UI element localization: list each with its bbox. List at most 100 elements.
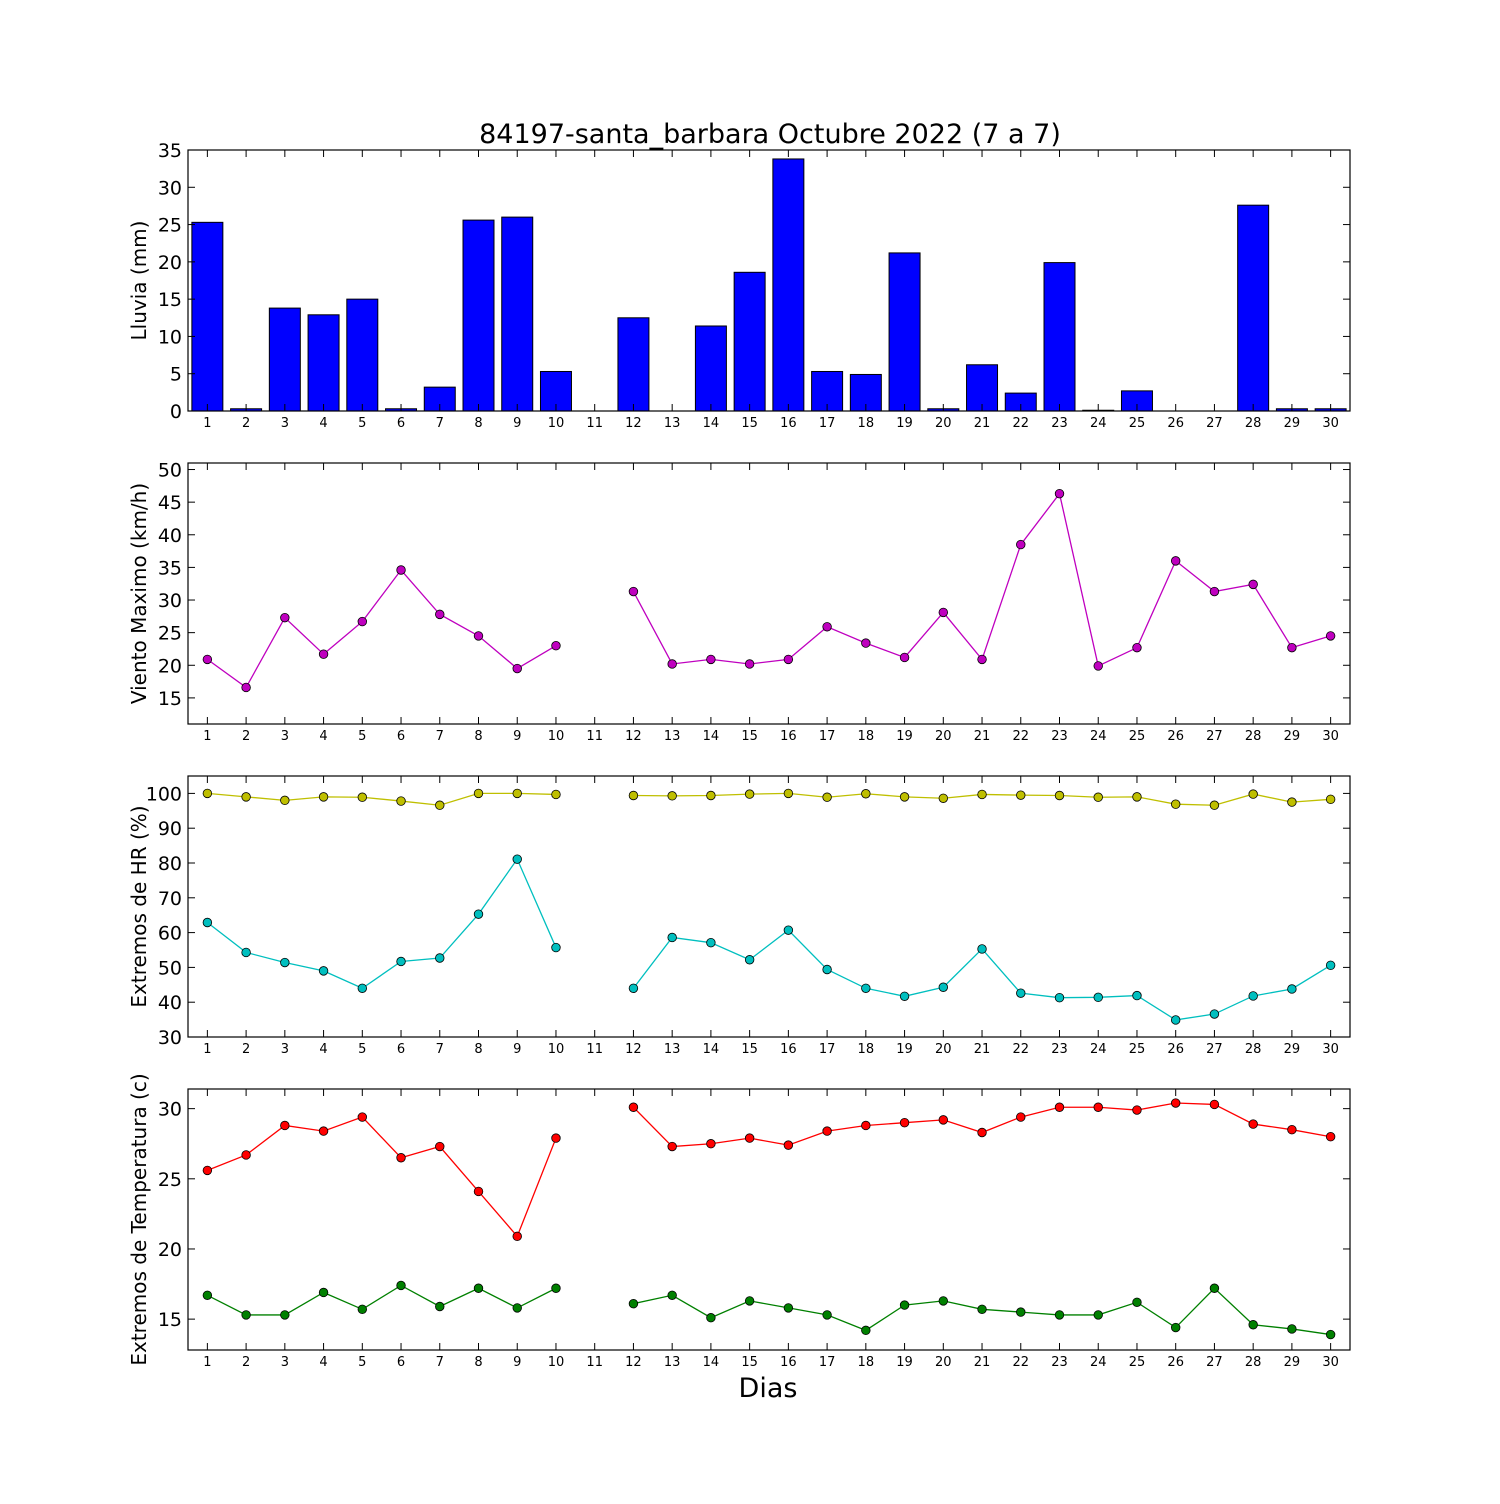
y-axis-label: Lluvia (mm) (127, 221, 151, 341)
point-day-5 (357, 1112, 368, 1122)
point-day-26 (1170, 556, 1181, 566)
y-tick-label: 20 (158, 252, 182, 274)
point-day-6 (396, 796, 406, 806)
x-tick-label: 11 (586, 1355, 603, 1370)
x-tick-label: 4 (319, 1042, 327, 1057)
point-day-20 (938, 1296, 949, 1306)
x-tick-label: 20 (935, 729, 952, 744)
point-day-14 (706, 790, 716, 801)
x-tick-label: 7 (436, 729, 444, 744)
x-tick-label: 5 (358, 729, 366, 744)
plot-frame (187, 775, 1351, 1038)
x-tick-label: 6 (397, 729, 405, 744)
x-tick-label: 11 (586, 416, 603, 431)
point-day-26 (1170, 1098, 1181, 1108)
x-tick-label: 17 (819, 1355, 836, 1370)
bar-day-12 (617, 317, 650, 412)
x-tick-label: 3 (281, 1042, 289, 1057)
point-day-13 (667, 932, 677, 943)
point-day-4 (318, 649, 329, 659)
point-day-10 (551, 641, 561, 651)
point-day-30 (1325, 1132, 1336, 1142)
bar-day-19 (888, 252, 921, 412)
point-day-7 (435, 800, 445, 810)
x-tick-label: 28 (1245, 416, 1262, 431)
x-tick-label: 16 (780, 729, 797, 744)
x-tick-label: 17 (819, 1042, 836, 1057)
point-day-5 (357, 1304, 368, 1315)
y-tick-label: 30 (158, 1027, 182, 1049)
x-tick-label: 15 (741, 1042, 758, 1057)
y-tick-label: 0 (170, 401, 182, 423)
point-day-7 (435, 953, 445, 963)
x-tick-label: 8 (474, 729, 482, 744)
point-day-3 (280, 1310, 290, 1320)
x-tick-label: 24 (1090, 1355, 1107, 1370)
panel-3-series-2 (202, 854, 1336, 1025)
point-day-20 (938, 607, 949, 618)
panel-3: 1 2 3 4 5 6 7 8 9 10 11 12 13 14 15 16 17 18 19 20 21 22 23 24 2… (127, 775, 1351, 1057)
panel-2-series-1 (202, 488, 1336, 693)
bar-day-15 (733, 271, 766, 412)
point-day-22 (1016, 1112, 1026, 1122)
point-day-18 (861, 789, 871, 799)
point-day-16 (783, 788, 794, 799)
x-tick-label: 22 (1012, 1042, 1029, 1057)
point-day-10 (551, 942, 561, 953)
point-day-8 (473, 788, 484, 799)
point-day-18 (861, 1325, 871, 1336)
x-tick-label: 2 (242, 729, 250, 744)
point-day-22 (1016, 790, 1026, 800)
x-tick-label: 15 (741, 729, 758, 744)
x-tick-label: 14 (703, 1355, 720, 1370)
point-day-21 (977, 654, 987, 665)
x-tick-label: 19 (896, 729, 913, 744)
series-line (207, 1284, 557, 1316)
point-day-7 (435, 1141, 445, 1152)
point-day-24 (1093, 1310, 1103, 1320)
x-tick-label: 17 (819, 729, 836, 744)
point-day-21 (977, 944, 987, 954)
x-tick-label: 24 (1090, 1042, 1107, 1057)
point-day-24 (1093, 1102, 1103, 1112)
point-day-4 (318, 792, 329, 802)
y-tick-label: 20 (158, 655, 182, 677)
point-day-17 (822, 1310, 832, 1320)
y-tick-label: 10 (158, 326, 182, 348)
y-tick-label: 60 (158, 923, 182, 945)
x-tick-label: 27 (1206, 1355, 1223, 1370)
point-day-7 (435, 609, 445, 620)
x-tick-label: 6 (397, 1355, 405, 1370)
point-day-19 (899, 1300, 910, 1310)
point-day-21 (977, 789, 987, 800)
bar-day-1 (191, 221, 224, 412)
point-day-8 (473, 909, 484, 919)
y-tick-label: 70 (158, 888, 182, 910)
point-day-5 (357, 616, 368, 627)
x-tick-label: 12 (625, 729, 642, 744)
x-tick-label: 5 (358, 1042, 366, 1057)
point-day-28 (1248, 789, 1258, 799)
point-day-25 (1132, 1297, 1142, 1307)
point-day-1 (202, 1290, 213, 1300)
x-tick-label: 3 (281, 1355, 289, 1370)
x-tick-label: 30 (1322, 1042, 1339, 1057)
x-tick-label: 1 (203, 729, 211, 744)
x-tick-label: 30 (1322, 1355, 1339, 1370)
x-tick-label: 5 (358, 416, 366, 431)
point-day-23 (1054, 992, 1065, 1003)
y-tick-label: 25 (158, 215, 182, 237)
y-tick-label: 30 (158, 590, 182, 612)
y-tick-label: 40 (158, 525, 182, 547)
point-day-9 (512, 854, 522, 864)
x-tick-label: 14 (703, 1042, 720, 1057)
point-day-3 (280, 957, 290, 968)
x-tick-label: 6 (397, 1042, 405, 1057)
y-tick-label: 15 (158, 1309, 182, 1331)
x-tick-label: 8 (474, 1042, 482, 1057)
point-day-4 (318, 1287, 329, 1298)
point-day-2 (241, 947, 251, 958)
point-day-16 (783, 925, 794, 935)
point-day-9 (512, 1231, 522, 1242)
